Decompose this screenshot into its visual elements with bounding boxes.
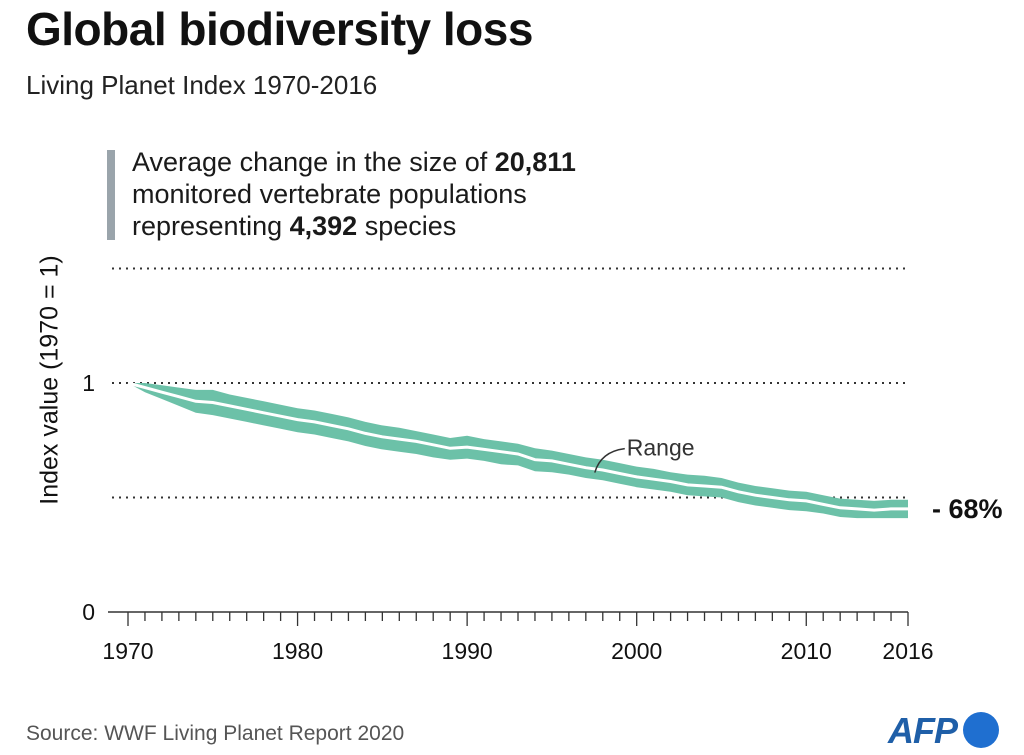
x-tick-label-1990: 1990: [442, 638, 493, 664]
chart-subtitle: Living Planet Index 1970-2016: [26, 70, 378, 100]
range-label: Range: [627, 435, 695, 461]
afp-logo: AFP: [888, 708, 1004, 754]
annotation-line-1-text: Average change in the size of: [132, 147, 495, 177]
afp-logo-text: AFP: [888, 710, 958, 751]
afp-logo-dot-icon: [963, 712, 999, 748]
index-line: [127, 381, 908, 512]
annotation-line-3: representing 4,392 species: [132, 210, 576, 242]
annotation-line-3-post: species: [357, 211, 457, 241]
annotation-bar: [107, 150, 115, 240]
chart-title: Global biodiversity loss: [26, 3, 533, 55]
range-band: [128, 383, 908, 519]
range-leader-line: [594, 447, 625, 473]
annotation-line-3-pre: representing: [132, 211, 290, 241]
species-count: 4,392: [289, 211, 358, 241]
y-tick-label-0: 0: [82, 599, 95, 625]
annotation-line-1: Average change in the size of 20,811: [132, 146, 576, 178]
x-tick-label-2010: 2010: [781, 638, 832, 664]
population-count: 20,811: [494, 147, 576, 177]
source-note: Source: WWF Living Planet Report 2020: [26, 722, 405, 745]
x-tick-label-1980: 1980: [272, 638, 323, 664]
decline-label: - 68%: [932, 494, 1003, 524]
annotation-text: Average change in the size of 20,811 mon…: [132, 146, 576, 242]
y-tick-label-1: 1: [82, 370, 95, 396]
x-tick-label-2016: 2016: [882, 638, 933, 664]
x-tick-label-1970: 1970: [102, 638, 153, 664]
annotation-line-2: monitored vertebrate populations: [132, 179, 527, 209]
x-tick-label-2000: 2000: [611, 638, 662, 664]
